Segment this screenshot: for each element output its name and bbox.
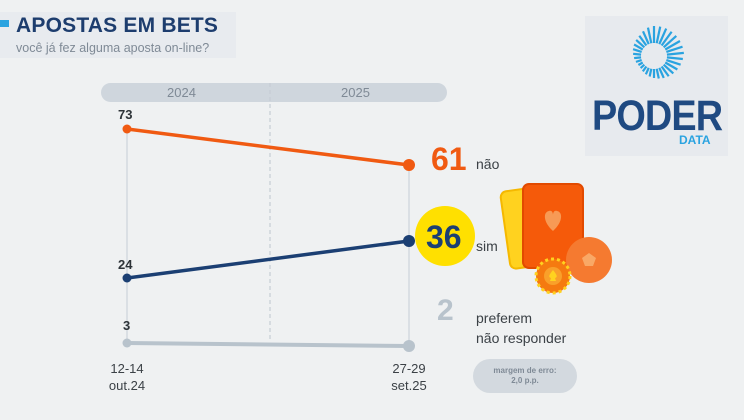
series-nao-line [126,127,410,167]
sim-highlight-circle [415,206,475,266]
title-accent [0,20,9,27]
spade-icon [549,270,557,281]
nao-label: não [476,156,500,172]
margin-of-error-badge: margem de erro: 2,0 p.p. [473,359,577,393]
title-block [0,12,236,58]
nao-end-value: 61 [431,141,467,177]
date-start-days: 12-14 [110,361,144,376]
date-end-days: 27-29 [392,361,426,376]
nr-label: preferem não responder [476,308,566,348]
period-band: 2024 2025 [101,83,447,102]
poder-data-logo: PODER DATA [585,16,728,156]
series-nr-start [122,338,132,348]
date-start: 12-14 out.24 [102,360,152,394]
chart-title: APOSTAS EM BETS [16,14,219,37]
series-nr-line [126,341,410,348]
nr-label-line1: preferem [476,310,533,326]
margin-line2: 2,0 p.p. [511,376,539,385]
period-label-2025: 2025 [341,85,370,100]
date-start-month: out.24 [108,378,146,393]
sim-label: sim [476,238,498,254]
nr-label-line2: não responder [476,330,567,346]
heart-icon [544,210,562,231]
date-end-month: set.25 [391,378,427,393]
nr-start-value: 3 [123,318,131,333]
series-nr-end [403,340,415,352]
logo-subtext: DATA [679,133,711,147]
period-label-2024: 2024 [167,85,196,100]
sim-start-value: 24 [118,257,133,272]
nr-end-value: 2 [437,294,454,327]
nao-start-value: 73 [118,107,133,122]
series-nao-end [403,159,415,171]
sunburst-icon [632,26,684,79]
margin-line1: margem de erro: [493,366,557,375]
date-end: 27-29 set.25 [384,360,434,394]
chart-subtitle: você já fez alguma aposta on-line? [16,41,210,55]
logo-wordmark: PODER [592,92,723,140]
series-nao-start [122,124,132,134]
series-sim-start [122,273,132,283]
series-sim-line [126,239,410,280]
sim-end-value: 36 [426,219,462,255]
series-sim-end [403,235,415,247]
betting-illustration-icon [499,183,612,295]
